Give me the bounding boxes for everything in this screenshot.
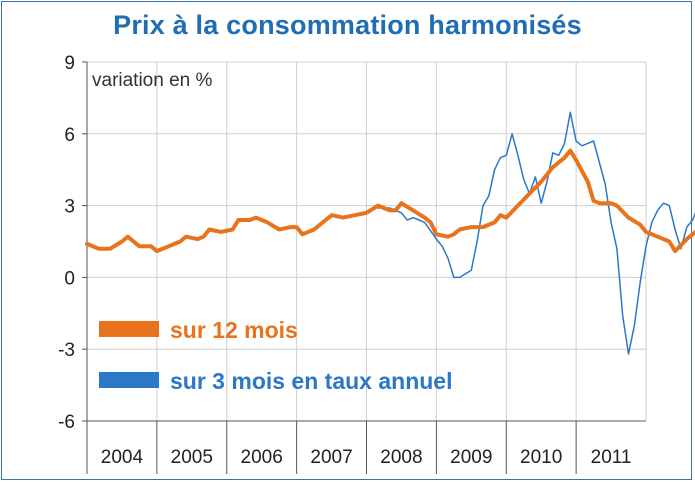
series-line-3-mois (377, 111, 695, 355)
x-tick-label: 2010 (520, 447, 562, 468)
x-tick-label: 2004 (101, 447, 144, 468)
grid-lines (87, 61, 646, 422)
x-tick-label: 2006 (241, 447, 283, 468)
axes (82, 61, 647, 474)
y-tick-label: 6 (64, 125, 75, 146)
y-axis-label: variation en % (92, 70, 213, 91)
x-tick-label: 2009 (450, 447, 492, 468)
legend: sur 12 mois sur 3 mois en taux annuel (99, 317, 452, 394)
y-tick-label: 3 (64, 197, 75, 218)
y-tick-label: 9 (64, 53, 75, 74)
y-tick-label: 0 (64, 268, 75, 289)
x-tick-labels: 2004 2005 2006 2007 2008 2009 2010 2011 (101, 447, 632, 468)
legend-swatch (99, 321, 159, 337)
x-tick-label: 2007 (310, 447, 352, 468)
y-tick-label: -3 (58, 340, 75, 361)
series-line-12-mois (85, 148, 695, 254)
legend-label: sur 3 mois en taux annuel (170, 368, 452, 394)
x-tick-label: 2008 (380, 447, 422, 468)
chart-title: Prix à la consommation harmonisés (113, 10, 582, 40)
legend-swatch (99, 372, 159, 388)
legend-label: sur 12 mois (170, 317, 298, 343)
x-tick-label: 2011 (591, 447, 632, 468)
y-tick-label: -6 (58, 412, 75, 433)
y-tick-labels: -6 -3 0 3 6 9 (58, 53, 75, 433)
x-tick-label: 2005 (171, 447, 213, 468)
series-lines (85, 111, 695, 355)
